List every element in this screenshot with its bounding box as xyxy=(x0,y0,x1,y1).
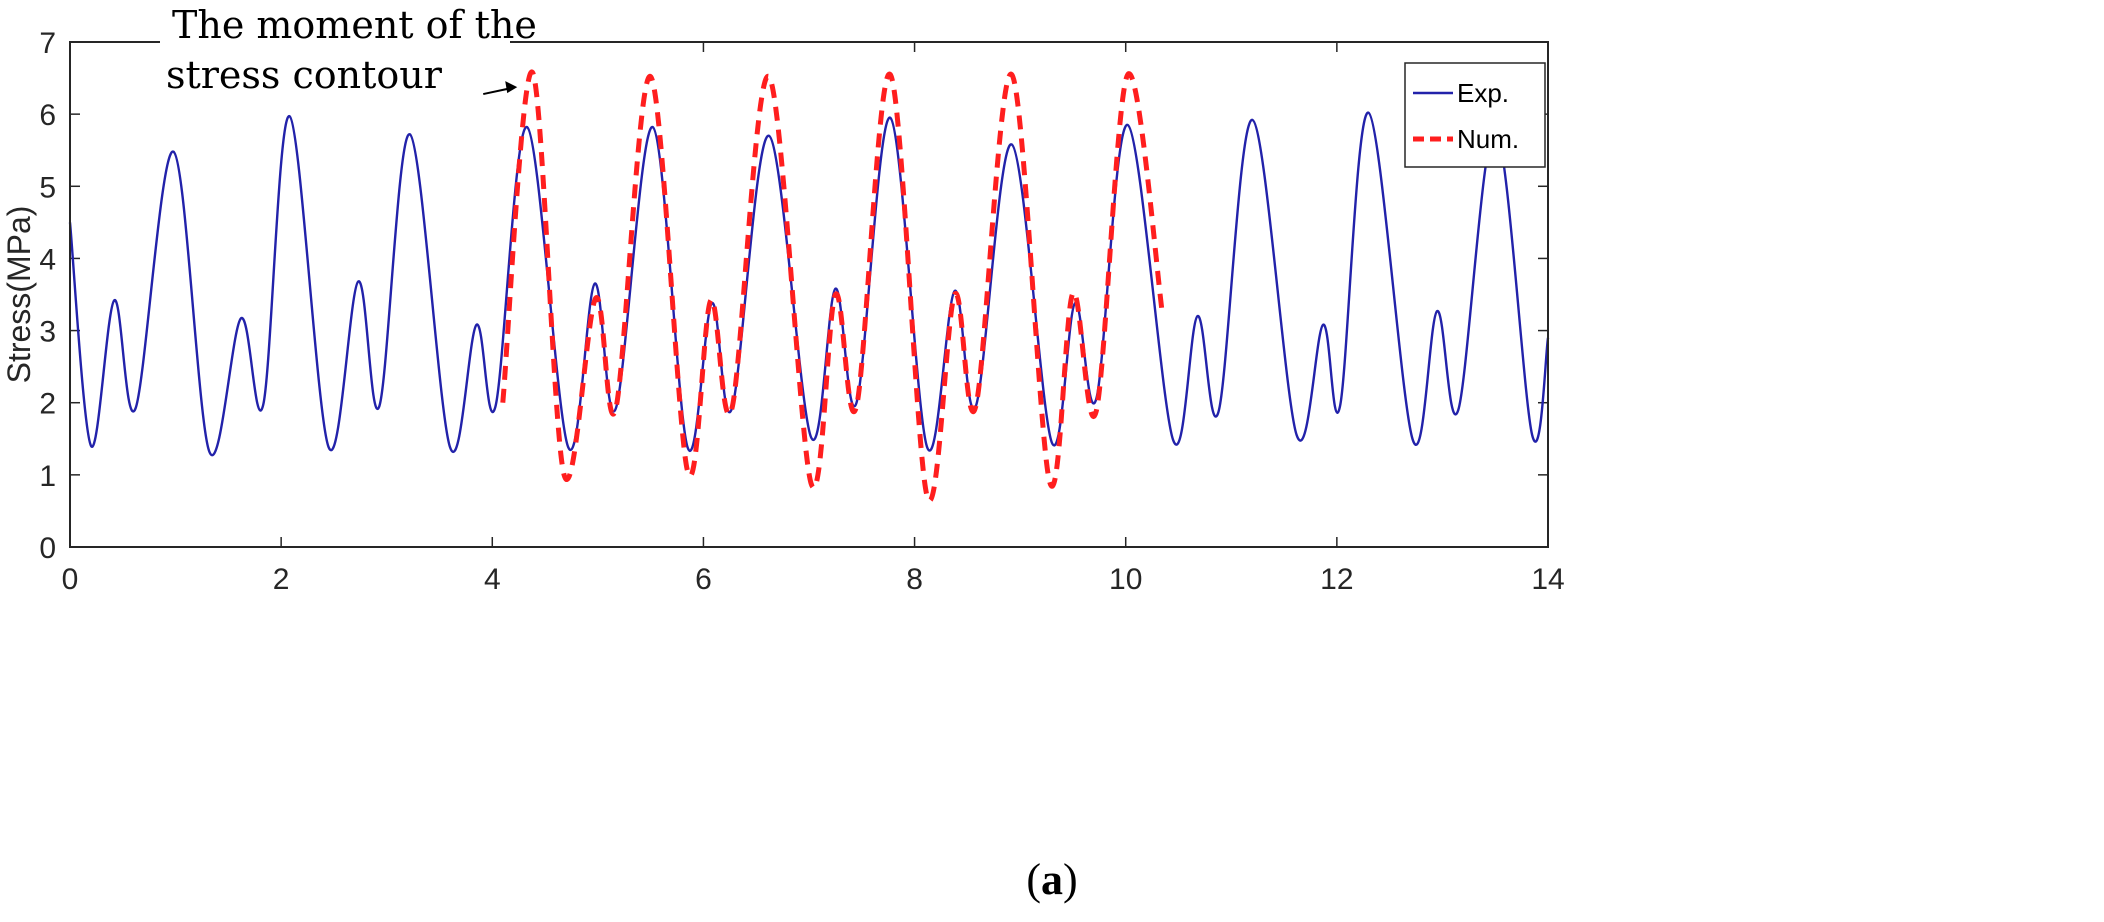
annotation-background xyxy=(160,0,510,92)
panel-label-letter: a xyxy=(1041,855,1063,904)
x-tick-label: 4 xyxy=(484,563,501,596)
y-axis-label: Stress(MPa) xyxy=(1,206,37,384)
annotation-arrow-head xyxy=(505,81,518,94)
annotation-line-1: The moment of the xyxy=(172,3,537,47)
plot-area-frame xyxy=(69,41,1549,548)
panel-label-close: ) xyxy=(1063,855,1078,904)
annotation-arrow xyxy=(483,81,518,96)
annotation-line-2: stress contour xyxy=(166,53,443,97)
x-tick-label: 6 xyxy=(695,563,712,596)
y-tick-label: 5 xyxy=(39,171,56,204)
y-tick-label: 1 xyxy=(39,460,56,493)
legend-label-num: Num. xyxy=(1457,124,1519,154)
legend-label-exp: Exp. xyxy=(1457,78,1509,108)
y-tick-label: 7 xyxy=(39,27,56,60)
series-line-exp xyxy=(68,111,1550,457)
y-tick-label: 3 xyxy=(39,316,56,349)
x-tick-label: 14 xyxy=(1531,563,1564,596)
panel-label-open: ( xyxy=(1026,855,1041,904)
series-line-num xyxy=(500,69,1166,503)
x-tick-label: 2 xyxy=(273,563,290,596)
series-layer xyxy=(68,69,1550,503)
panel-label: (a) xyxy=(1026,855,1077,904)
y-tick-label: 2 xyxy=(39,388,56,421)
y-tick-label: 4 xyxy=(39,243,56,276)
y-tick-label: 6 xyxy=(39,99,56,132)
legend-box xyxy=(1404,62,1546,168)
x-tick-label: 0 xyxy=(62,563,79,596)
x-tick-label: 12 xyxy=(1320,563,1353,596)
y-tick-label: 0 xyxy=(39,532,56,565)
x-tick-label: 10 xyxy=(1109,563,1142,596)
legend: Exp. Num. xyxy=(1404,62,1546,168)
x-tick-label: 8 xyxy=(906,563,923,596)
